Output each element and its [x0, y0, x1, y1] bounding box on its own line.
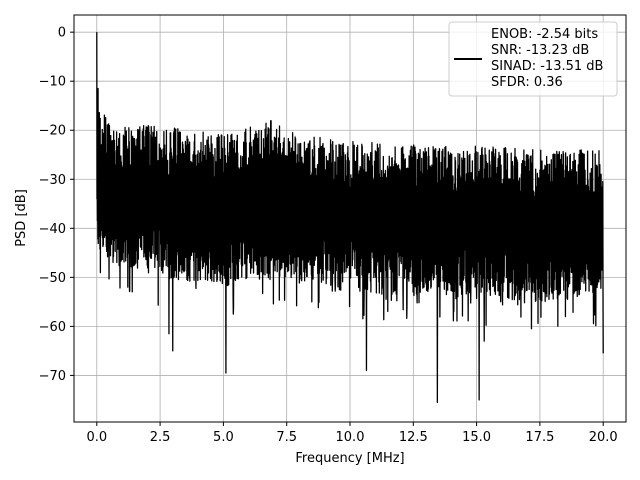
x-tick-label: 10.0 — [336, 430, 365, 445]
y-axis-ticks: 0 −10 −20 −30 −40 −50 −60 −70 — [39, 26, 74, 384]
x-tick-label: 2.5 — [150, 430, 171, 445]
x-tick-label: 7.5 — [276, 430, 297, 445]
y-tick-label: −60 — [39, 320, 66, 335]
legend-label-line: ENOB: -2.54 bits — [491, 27, 598, 42]
x-tick-label: 15.0 — [462, 430, 491, 445]
legend-label-line: SNR: -13.23 dB — [491, 43, 589, 58]
y-tick-label: 0 — [58, 26, 66, 41]
legend-label-line: SFDR: 0.36 — [491, 75, 563, 90]
y-tick-label: −30 — [39, 173, 66, 188]
x-tick-label: 0.0 — [86, 430, 107, 445]
x-axis-label: Frequency [MHz] — [295, 451, 404, 466]
x-tick-label: 12.5 — [399, 430, 428, 445]
x-tick-label: 5.0 — [213, 430, 234, 445]
legend-label-line: SINAD: -13.51 dB — [491, 59, 603, 74]
y-tick-label: −20 — [39, 124, 66, 139]
y-axis-label: PSD [dB] — [14, 189, 29, 247]
series-layer — [96, 32, 604, 404]
x-axis-ticks: 0.0 2.5 5.0 7.5 10.0 12.5 15.0 17.5 20.0 — [86, 422, 618, 445]
y-tick-label: −50 — [39, 271, 66, 286]
x-tick-label: 17.5 — [525, 430, 554, 445]
psd-line — [96, 32, 604, 404]
y-tick-label: −70 — [39, 369, 66, 384]
y-tick-label: −40 — [39, 222, 66, 237]
legend-box — [448, 21, 618, 97]
y-tick-label: −10 — [39, 75, 66, 90]
x-tick-label: 20.0 — [589, 430, 618, 445]
